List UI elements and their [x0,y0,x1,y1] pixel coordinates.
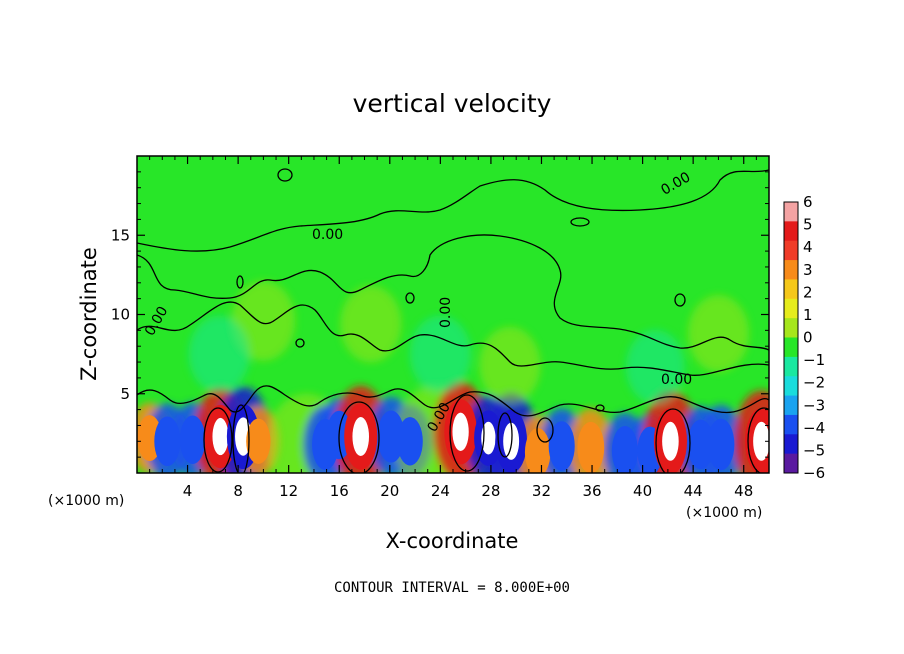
colorbar-swatch [784,260,798,280]
plot-area: 0.00 0.00 0.00 0.00 0.00 0.00 4 8 12 16 20 24… [111,155,770,500]
y-axis-label: Z-coordinate [77,247,101,381]
x-unit-left: (×1000 m) [48,493,124,509]
x-axis: 4 8 12 16 20 24 28 32 36 40 44 48 [149,156,757,500]
contour-label: 0.00 [661,372,692,388]
colorbar-tick-label: −5 [803,441,825,459]
x-tick-label: 8 [233,482,243,500]
y-tick-label: 5 [120,385,130,403]
colorbar-swatch [784,453,798,474]
x-unit-right: (×1000 m) [686,505,762,521]
colorbar-tick-label: 2 [803,283,813,301]
x-tick-label: 12 [279,482,298,500]
colorbar-swatch [784,221,798,242]
colorbar-tick-label: −4 [803,419,825,437]
colorbar-swatch [784,395,798,416]
velocity-cell-core [548,421,575,471]
velocity-cell-peak [481,421,496,455]
colorbar-swatch [784,414,798,435]
velocity-cell-core [707,418,735,471]
colorbar-tick-label: 3 [803,261,813,279]
contour-label: 0.00 [438,297,454,328]
velocity-cell [625,329,685,404]
contour-line [137,169,769,252]
x-tick-label: 20 [380,482,399,500]
velocity-cell-peak [662,421,679,461]
colorbar-swatch [784,202,798,222]
x-tick-label: 36 [582,482,601,500]
colorbar-tick-label: 6 [803,193,813,211]
x-tick-label: 48 [734,482,753,500]
colorbar-tick-label: 5 [803,216,813,234]
contour-interval-note: CONTOUR INTERVAL = 8.000E+00 [334,580,570,596]
colorbar-swatch [784,434,798,455]
velocity-cell-core [524,428,551,473]
x-tick-label: 40 [633,482,652,500]
colorbar-swatch [784,318,798,338]
velocity-cell-core [577,421,605,473]
contour-line [137,301,769,376]
velocity-cell [188,315,250,393]
velocity-cell-peak [753,421,769,461]
colorbar-tick-label: 4 [803,238,813,256]
velocity-cell [687,295,750,372]
colorbar-swatch [784,298,798,319]
velocity-cell-core [246,418,271,465]
velocity-cell-peak [212,417,229,456]
colorbar-tick-label: 0 [803,329,813,347]
velocity-cell [479,326,541,404]
velocity-cell-core [611,425,638,473]
colorbar-tick-label: −6 [803,464,825,482]
colorbar-tick-label: −3 [803,396,825,414]
velocity-cell-core [377,410,405,463]
x-tick-label: 32 [532,482,551,500]
colorbar-tick-label: −1 [803,351,825,369]
velocity-cell [340,285,402,363]
colorbar-frame [783,201,799,474]
velocity-cell-core [179,415,206,464]
colorbar-swatch [784,337,798,358]
colorbar-swatch [784,356,798,377]
velocity-cell-core [397,417,423,466]
x-tick-label: 16 [330,482,349,500]
colorbar-swatch [784,376,798,397]
velocity-cell-core [687,419,714,470]
x-tick-label: 44 [684,482,703,500]
colorbar-tick-label: 1 [803,306,813,324]
y-tick-label: 10 [111,306,130,324]
velocity-cell-core [154,416,181,467]
contour-line [137,234,769,351]
x-tick-label: 28 [481,482,500,500]
colorbar-swatch [784,279,798,300]
colorbar: 6 5 4 3 2 1 0 −1 −2 −3 −4 −5 −6 [783,193,825,482]
velocity-cell-peak [452,412,469,451]
contour-label: 0.00 [312,227,343,243]
y-tick-label: 15 [111,226,130,244]
x-tick-label: 24 [431,482,450,500]
contour-line [137,385,769,417]
chart-title: vertical velocity [353,89,552,118]
x-tick-label: 4 [183,482,193,500]
colorbar-tick-label: −2 [803,374,825,392]
velocity-cell-peak [352,417,370,457]
x-axis-label: X-coordinate [386,529,519,553]
y-axis: 5 10 15 [111,171,769,458]
colorbar-swatch [784,240,798,261]
zero-contours [137,168,769,473]
